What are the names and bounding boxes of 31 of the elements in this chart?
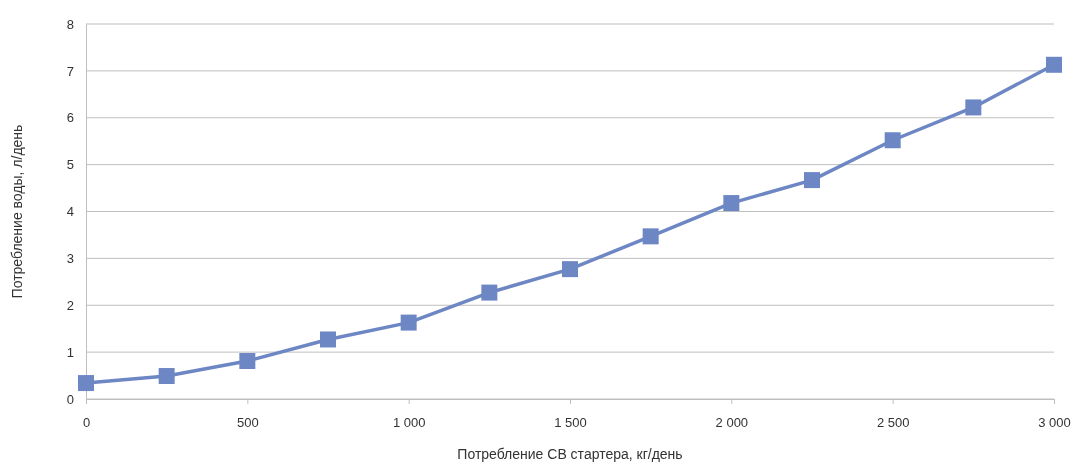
x-tick-label: 1 000	[392, 415, 426, 431]
x-tick-label: 2 500	[876, 415, 910, 431]
x-tick-label: 1 500	[554, 415, 587, 431]
point	[723, 195, 740, 212]
y-tick-label: 7	[66, 63, 74, 79]
y-tick-label: 4	[66, 204, 74, 220]
y-tick-label: 0	[66, 391, 74, 407]
point	[158, 368, 175, 385]
y-tick-label: 8	[66, 16, 74, 32]
point	[481, 284, 498, 301]
x-axis-title: Потребление СВ стартера, кг/день	[457, 446, 683, 462]
x-tick-label: 0	[82, 415, 91, 431]
y-tick-label: 3	[66, 251, 74, 267]
y-tick-label: 6	[66, 110, 74, 126]
point	[804, 172, 820, 189]
y-tick-label: 1	[66, 344, 74, 360]
point	[884, 132, 901, 149]
x-tick-label: 2 000	[715, 415, 749, 431]
point	[239, 353, 256, 370]
point	[965, 99, 982, 116]
point	[400, 314, 417, 331]
point	[320, 331, 336, 348]
x-tick-label: 3 000	[1038, 415, 1071, 431]
y-tick-label: 5	[66, 157, 74, 173]
y-axis-title: Потребление воды, л/день	[9, 124, 25, 299]
point	[1046, 56, 1062, 73]
point	[78, 375, 94, 392]
point	[642, 228, 659, 245]
point	[562, 261, 578, 278]
x-tick-label: 500	[236, 415, 259, 431]
y-tick-label: 2	[66, 297, 74, 313]
